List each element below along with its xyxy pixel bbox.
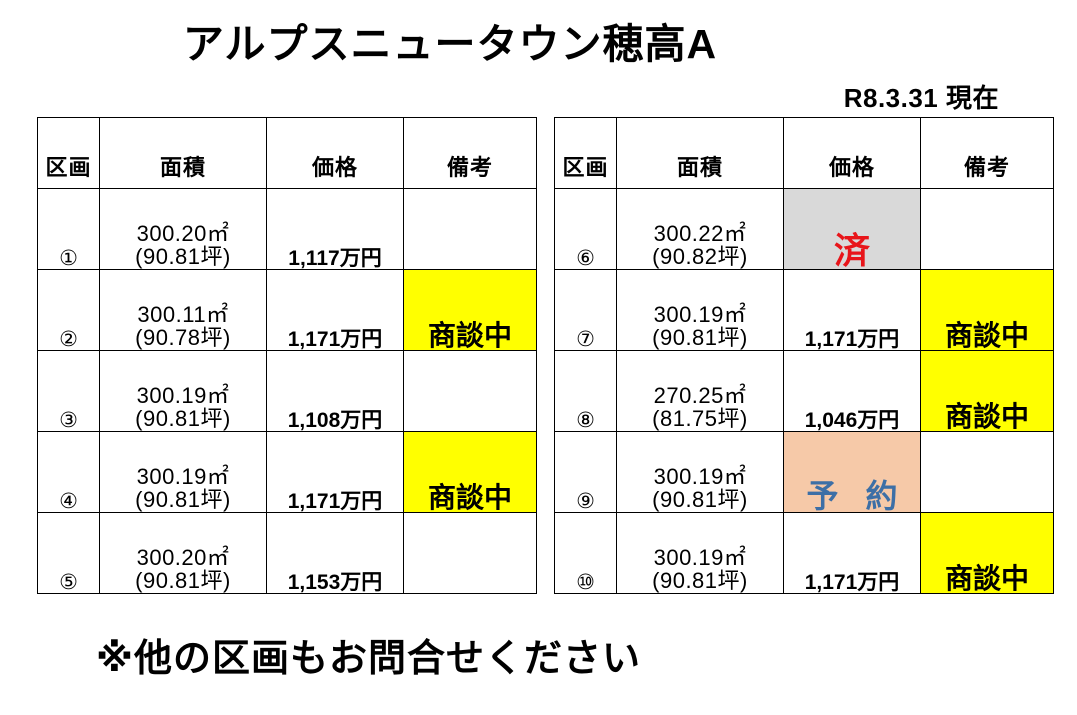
area-square-meters: 300.19㎡ — [136, 382, 230, 408]
area-square-meters: 300.20㎡ — [136, 220, 230, 246]
area-tsubo: (90.81坪) — [652, 325, 748, 351]
cell-price: 1,117万円 — [266, 188, 404, 270]
cell-price: 1,171万円 — [783, 269, 921, 351]
cell-price: 1,171万円 — [266, 269, 404, 351]
cell-area: 300.22㎡ (90.82坪) — [616, 188, 784, 270]
area-tsubo: (90.82坪) — [652, 244, 748, 270]
cell-block-number: ⑩ — [554, 512, 617, 594]
table-row: ⑨ 300.19㎡ (90.81坪) 予 約 — [554, 431, 1054, 513]
column-header-price: 価格 — [266, 117, 404, 189]
cell-area: 300.19㎡ (90.81坪) — [99, 350, 267, 432]
table-row: ② 300.11㎡ (90.78坪) 1,171万円 商談中 — [37, 269, 537, 351]
cell-price: 1,108万円 — [266, 350, 404, 432]
cell-price-status-badge: 済 — [783, 188, 921, 270]
area-tsubo: (90.81坪) — [135, 244, 231, 270]
cell-area: 300.19㎡ (90.81坪) — [616, 269, 784, 351]
footer-note: ※他の区画もお問合せください — [96, 638, 641, 680]
cell-block-number: ⑤ — [37, 512, 100, 594]
cell-price: 1,171万円 — [783, 512, 921, 594]
table-row: ③ 300.19㎡ (90.81坪) 1,108万円 — [37, 350, 537, 432]
cell-price: 1,153万円 — [266, 512, 404, 594]
cell-block-number: ② — [37, 269, 100, 351]
table-row: ⑤ 300.20㎡ (90.81坪) 1,153万円 — [37, 512, 537, 594]
cell-area: 300.19㎡ (90.81坪) — [616, 431, 784, 513]
column-header-area: 面積 — [616, 117, 784, 189]
cell-remark-status-badge: 商談中 — [920, 512, 1054, 594]
lot-table-right: 区画 面積 価格 備考 ⑥ 300.22㎡ (90.82坪) 済 ⑦ 300.19㎡ (90… — [554, 117, 1054, 594]
column-header-block: 区画 — [554, 117, 617, 189]
area-tsubo: (90.81坪) — [135, 406, 231, 432]
cell-block-number: ③ — [37, 350, 100, 432]
table-row: ⑧ 270.25㎡ (81.75坪) 1,046万円 商談中 — [554, 350, 1054, 432]
area-tsubo: (90.81坪) — [135, 487, 231, 513]
cell-remark — [403, 188, 537, 270]
column-header-price: 価格 — [783, 117, 921, 189]
table-header-row: 区画 面積 価格 備考 — [554, 117, 1054, 189]
date-stamp: R8.3.31 現在 — [843, 83, 999, 113]
cell-block-number: ⑥ — [554, 188, 617, 270]
table-row: ④ 300.19㎡ (90.81坪) 1,171万円 商談中 — [37, 431, 537, 513]
area-tsubo: (81.75坪) — [652, 406, 748, 432]
cell-block-number: ⑧ — [554, 350, 617, 432]
cell-area: 300.20㎡ (90.81坪) — [99, 188, 267, 270]
area-square-meters: 300.19㎡ — [136, 463, 230, 489]
cell-price-status-badge: 予 約 — [783, 431, 921, 513]
cell-remark — [920, 431, 1054, 513]
table-row: ⑩ 300.19㎡ (90.81坪) 1,171万円 商談中 — [554, 512, 1054, 594]
cell-area: 270.25㎡ (81.75坪) — [616, 350, 784, 432]
cell-price: 1,046万円 — [783, 350, 921, 432]
table-header-row: 区画 面積 価格 備考 — [37, 117, 537, 189]
cell-remark-status-badge: 商談中 — [403, 431, 537, 513]
area-tsubo: (90.81坪) — [652, 487, 748, 513]
cell-block-number: ⑦ — [554, 269, 617, 351]
area-square-meters: 300.19㎡ — [653, 301, 747, 327]
cell-block-number: ⑨ — [554, 431, 617, 513]
area-square-meters: 300.11㎡ — [137, 301, 229, 327]
cell-area: 300.20㎡ (90.81坪) — [99, 512, 267, 594]
column-header-remark: 備考 — [403, 117, 537, 189]
area-square-meters: 300.19㎡ — [653, 463, 747, 489]
area-square-meters: 300.19㎡ — [653, 544, 747, 570]
area-tsubo: (90.78坪) — [135, 325, 231, 351]
lot-table-left: 区画 面積 価格 備考 ① 300.20㎡ (90.81坪) 1,117万円 ② 300.… — [37, 117, 537, 594]
area-square-meters: 300.22㎡ — [653, 220, 747, 246]
column-header-area: 面積 — [99, 117, 267, 189]
cell-remark — [920, 188, 1054, 270]
lot-table-left-body: ① 300.20㎡ (90.81坪) 1,117万円 ② 300.11㎡ (90.78坪) 1… — [37, 188, 537, 594]
cell-remark-status-badge: 商談中 — [403, 269, 537, 351]
cell-area: 300.19㎡ (90.81坪) — [99, 431, 267, 513]
lot-table-right-body: ⑥ 300.22㎡ (90.82坪) 済 ⑦ 300.19㎡ (90.81坪) 1,171万円… — [554, 188, 1054, 594]
cell-price: 1,171万円 — [266, 431, 404, 513]
cell-area: 300.11㎡ (90.78坪) — [99, 269, 267, 351]
cell-remark-status-badge: 商談中 — [920, 269, 1054, 351]
area-square-meters: 300.20㎡ — [136, 544, 230, 570]
table-row: ① 300.20㎡ (90.81坪) 1,117万円 — [37, 188, 537, 270]
table-row: ⑦ 300.19㎡ (90.81坪) 1,171万円 商談中 — [554, 269, 1054, 351]
cell-block-number: ④ — [37, 431, 100, 513]
column-header-remark: 備考 — [920, 117, 1054, 189]
area-square-meters: 270.25㎡ — [653, 382, 747, 408]
page-title: アルプスニュータウン穂高A — [182, 21, 718, 67]
cell-area: 300.19㎡ (90.81坪) — [616, 512, 784, 594]
area-tsubo: (90.81坪) — [135, 568, 231, 594]
column-header-block: 区画 — [37, 117, 100, 189]
cell-remark — [403, 512, 537, 594]
cell-remark-status-badge: 商談中 — [920, 350, 1054, 432]
table-row: ⑥ 300.22㎡ (90.82坪) 済 — [554, 188, 1054, 270]
cell-block-number: ① — [37, 188, 100, 270]
cell-remark — [403, 350, 537, 432]
area-tsubo: (90.81坪) — [652, 568, 748, 594]
